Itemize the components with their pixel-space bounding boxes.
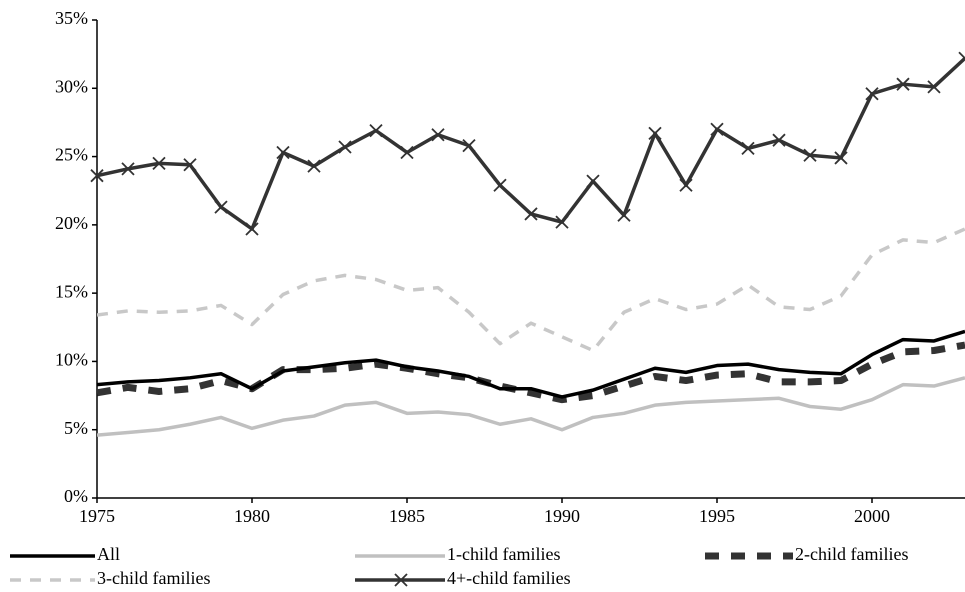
y-tick-label: 5% [64,418,88,438]
marker [741,141,755,156]
series-line [97,227,965,353]
y-tick-label: 20% [55,213,88,233]
marker [586,174,600,188]
marker [927,80,941,94]
legend-label: All [97,544,120,564]
marker [183,158,197,172]
legend-label: 1-child families [447,544,560,564]
marker [555,215,569,229]
legend-label: 4+-child families [447,568,571,588]
marker [865,87,879,101]
marker [958,51,965,65]
series-line [97,56,965,231]
y-tick-label: 15% [55,281,88,301]
series-line [97,376,965,437]
marker [90,169,104,183]
marker [679,178,693,192]
x-tick-label: 2000 [854,506,890,526]
marker [462,139,476,153]
marker [834,151,848,165]
marker [245,222,259,236]
y-tick-label: 10% [55,350,88,370]
marker [772,133,786,147]
x-tick-label: 1975 [79,506,115,526]
marker [369,123,383,138]
marker [121,162,135,176]
series-line [97,341,965,404]
marker [710,122,724,136]
marker [214,200,228,214]
marker [400,145,414,160]
x-tick-label: 1980 [234,506,270,526]
marker [307,159,321,173]
legend-label: 2-child families [795,544,908,564]
x-tick-label: 1985 [389,506,425,526]
x-tick-label: 1990 [544,506,580,526]
x-tick-label: 1995 [699,506,735,526]
legend-label: 3-child families [97,568,210,588]
marker [493,178,507,192]
marker [276,145,290,160]
marker [648,126,662,140]
marker [803,148,817,162]
y-tick-label: 30% [55,76,88,96]
marker [617,208,631,222]
marker [524,207,538,221]
y-tick-label: 25% [55,145,88,165]
marker [338,140,352,154]
series-line [97,329,965,399]
legend-marker [394,573,408,587]
marker [431,128,445,142]
y-tick-label: 0% [64,486,88,506]
marker [152,156,166,171]
marker [896,77,910,91]
y-tick-label: 35% [55,8,88,28]
